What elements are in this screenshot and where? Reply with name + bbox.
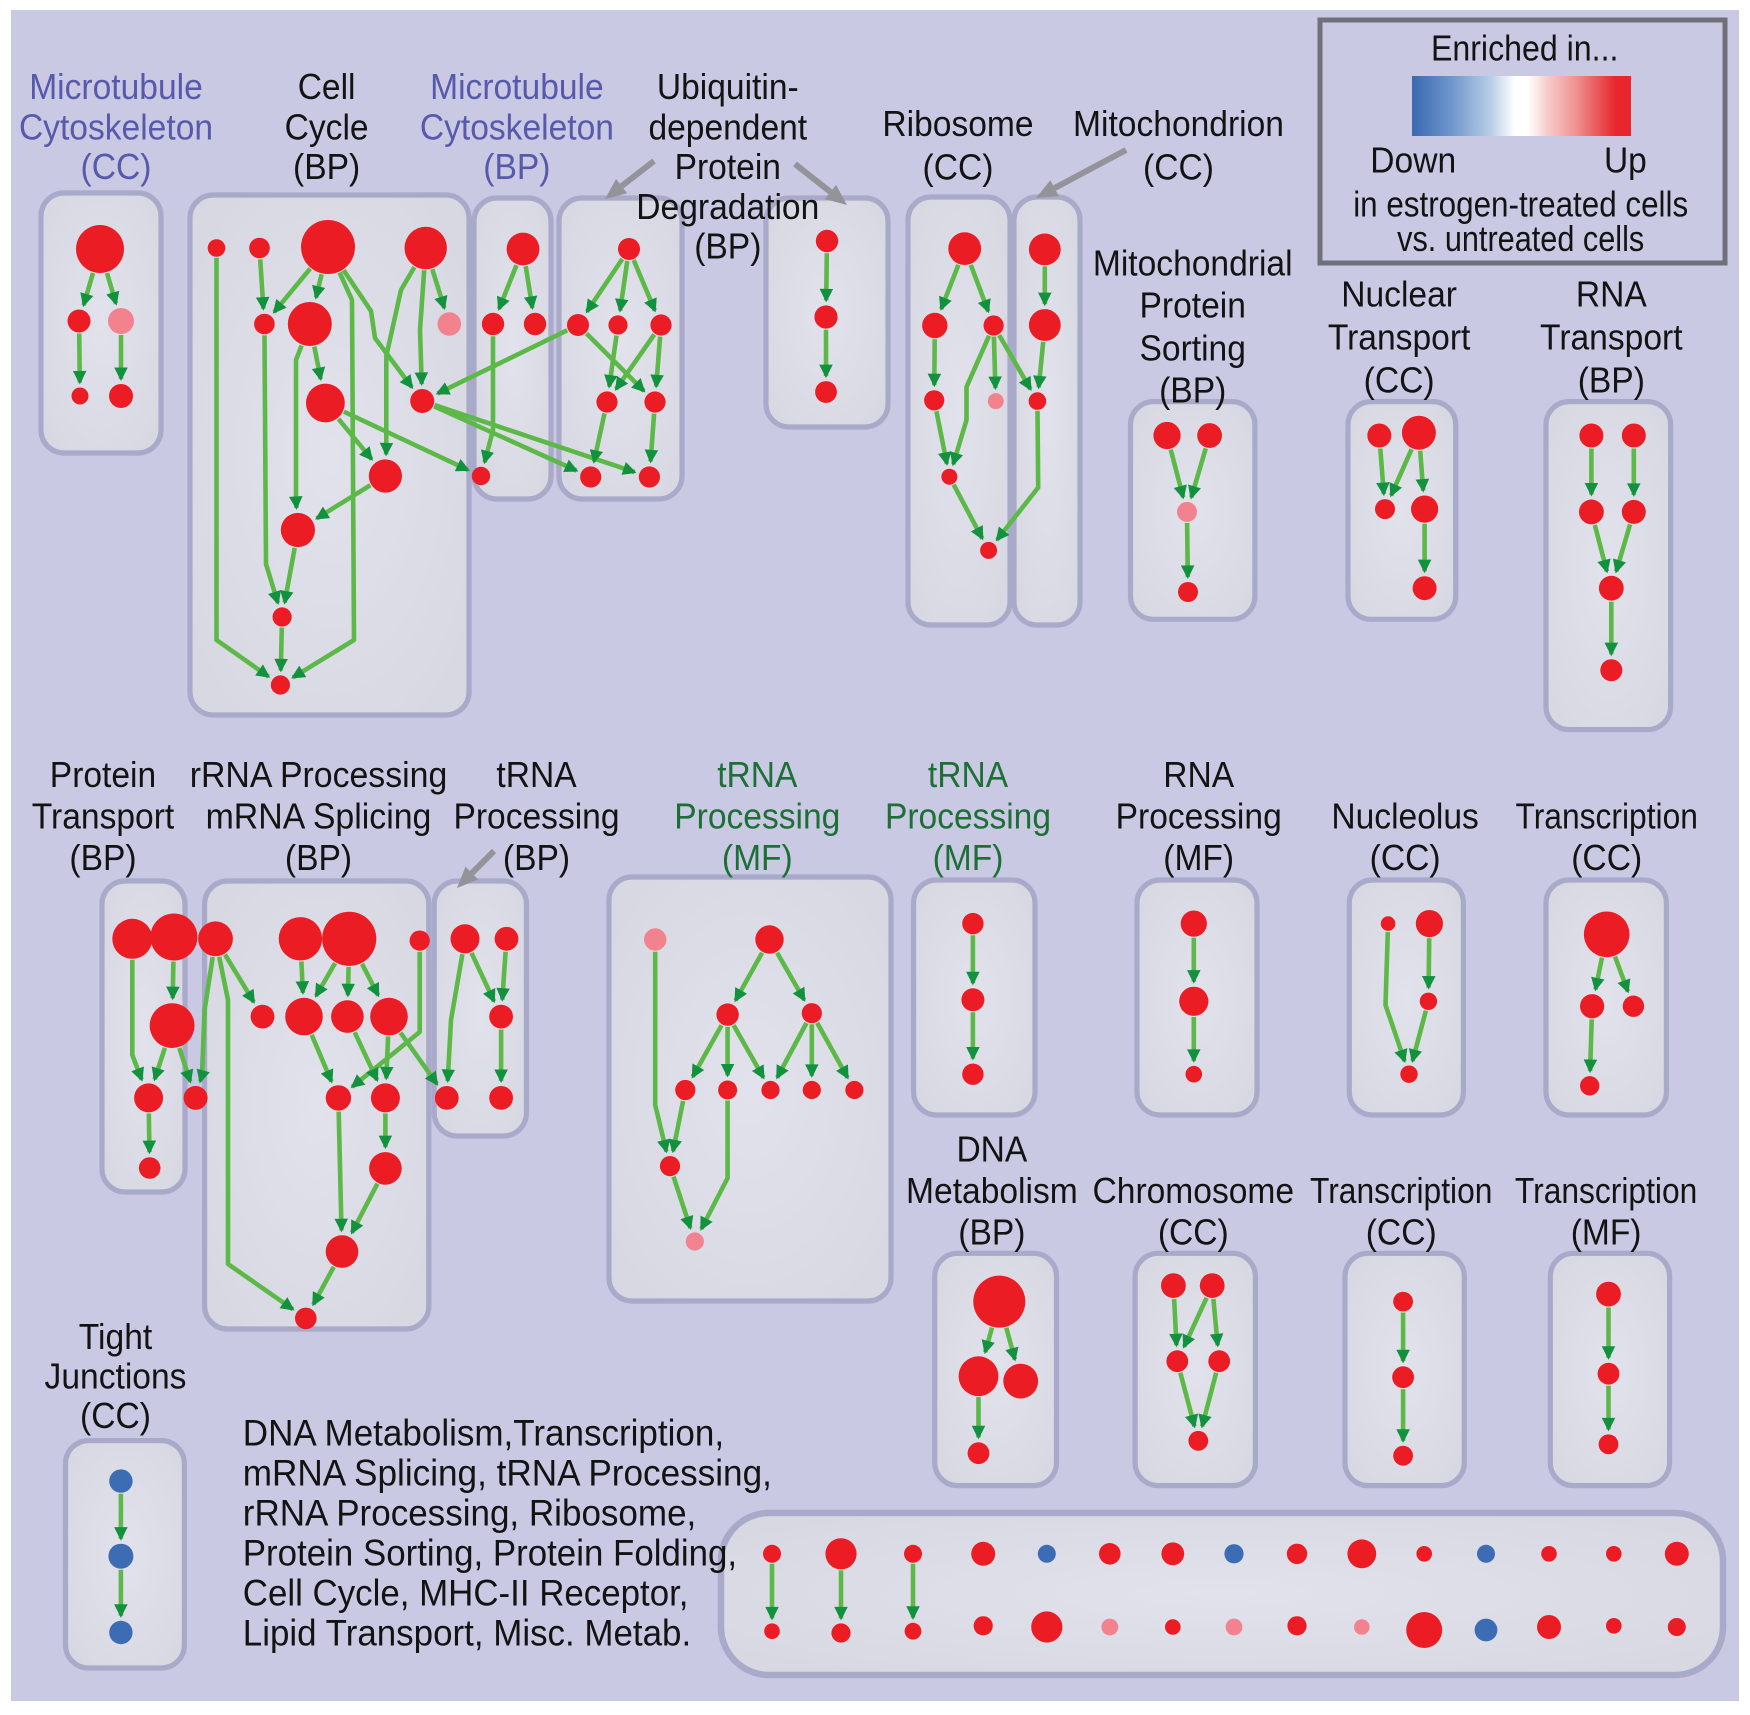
svg-text:Sorting: Sorting bbox=[1140, 328, 1246, 369]
svg-text:mRNA Splicing, tRNA Processing: mRNA Splicing, tRNA Processing, bbox=[243, 1451, 772, 1493]
svg-text:Up: Up bbox=[1604, 140, 1647, 181]
svg-text:Cell: Cell bbox=[298, 66, 356, 107]
svg-text:(BP): (BP) bbox=[694, 226, 761, 267]
svg-text:(CC): (CC) bbox=[1364, 360, 1435, 401]
svg-text:(BP): (BP) bbox=[958, 1212, 1025, 1253]
svg-text:dependent: dependent bbox=[648, 106, 807, 147]
svg-text:Transport: Transport bbox=[1328, 317, 1471, 358]
svg-text:(BP): (BP) bbox=[503, 837, 570, 878]
svg-text:Lipid Transport, Misc. Metab.: Lipid Transport, Misc. Metab. bbox=[243, 1612, 691, 1654]
svg-text:(CC): (CC) bbox=[81, 146, 152, 187]
svg-text:(CC): (CC) bbox=[1370, 837, 1441, 878]
svg-text:Cell Cycle, MHC-II Receptor,: Cell Cycle, MHC-II Receptor, bbox=[243, 1572, 689, 1614]
svg-text:DNA Metabolism,Transcription,: DNA Metabolism,Transcription, bbox=[243, 1411, 724, 1453]
svg-text:tRNA: tRNA bbox=[496, 754, 577, 795]
svg-text:Cytoskeleton: Cytoskeleton bbox=[420, 106, 614, 147]
svg-text:Microtubule: Microtubule bbox=[29, 66, 203, 107]
svg-text:Junctions: Junctions bbox=[45, 1355, 187, 1396]
svg-text:RNA: RNA bbox=[1576, 274, 1647, 315]
svg-text:(MF): (MF) bbox=[933, 837, 1004, 878]
svg-text:(MF): (MF) bbox=[1163, 837, 1234, 878]
svg-text:Metabolism: Metabolism bbox=[906, 1170, 1078, 1211]
svg-text:(BP): (BP) bbox=[1578, 360, 1645, 401]
svg-text:RNA: RNA bbox=[1163, 754, 1234, 795]
svg-text:in estrogen-treated cells: in estrogen-treated cells bbox=[1353, 183, 1688, 224]
svg-text:Processing: Processing bbox=[1116, 796, 1282, 837]
svg-text:Transport: Transport bbox=[32, 796, 175, 837]
svg-text:mRNA Splicing: mRNA Splicing bbox=[206, 796, 432, 837]
svg-text:Nuclear: Nuclear bbox=[1341, 274, 1457, 315]
svg-text:Down: Down bbox=[1370, 140, 1456, 181]
svg-text:Chromosome: Chromosome bbox=[1093, 1170, 1295, 1211]
svg-text:vs. untreated cells: vs. untreated cells bbox=[1397, 218, 1644, 259]
svg-text:rRNA Processing, Ribosome,: rRNA Processing, Ribosome, bbox=[243, 1491, 697, 1533]
svg-text:Transcription: Transcription bbox=[1310, 1170, 1492, 1211]
svg-text:(CC): (CC) bbox=[1158, 1212, 1229, 1253]
svg-text:tRNA: tRNA bbox=[928, 754, 1009, 795]
svg-text:Transcription: Transcription bbox=[1515, 1170, 1697, 1211]
svg-text:(BP): (BP) bbox=[483, 146, 550, 187]
svg-text:Degradation: Degradation bbox=[636, 186, 819, 227]
svg-text:(BP): (BP) bbox=[285, 837, 352, 878]
svg-text:Cytoskeleton: Cytoskeleton bbox=[19, 106, 213, 147]
svg-text:Processing: Processing bbox=[674, 796, 840, 837]
svg-text:DNA: DNA bbox=[956, 1128, 1027, 1169]
svg-text:Processing: Processing bbox=[453, 796, 619, 837]
svg-text:(CC): (CC) bbox=[1571, 837, 1642, 878]
svg-text:Processing: Processing bbox=[885, 796, 1051, 837]
svg-text:(BP): (BP) bbox=[1159, 370, 1226, 411]
svg-text:(CC): (CC) bbox=[80, 1395, 151, 1436]
svg-text:Transport: Transport bbox=[1540, 317, 1683, 358]
svg-text:Tight: Tight bbox=[79, 1316, 152, 1357]
svg-text:Protein Sorting, Protein Foldi: Protein Sorting, Protein Folding, bbox=[243, 1532, 737, 1574]
svg-text:(BP): (BP) bbox=[293, 146, 360, 187]
svg-text:(CC): (CC) bbox=[923, 146, 994, 187]
svg-text:Mitochondrion: Mitochondrion bbox=[1073, 103, 1284, 144]
svg-text:(BP): (BP) bbox=[69, 837, 136, 878]
svg-text:Transcription: Transcription bbox=[1516, 796, 1698, 837]
svg-text:Ubiquitin-: Ubiquitin- bbox=[657, 66, 799, 107]
svg-text:Nucleolus: Nucleolus bbox=[1331, 796, 1479, 837]
svg-text:rRNA Processing: rRNA Processing bbox=[190, 754, 448, 795]
svg-text:(CC): (CC) bbox=[1143, 146, 1214, 187]
svg-text:Cycle: Cycle bbox=[285, 106, 369, 147]
svg-text:Protein: Protein bbox=[675, 146, 781, 187]
svg-text:tRNA: tRNA bbox=[717, 754, 798, 795]
svg-text:Ribosome: Ribosome bbox=[882, 103, 1033, 144]
svg-text:Protein: Protein bbox=[50, 754, 156, 795]
svg-text:Protein: Protein bbox=[1140, 285, 1246, 326]
svg-text:(CC): (CC) bbox=[1366, 1212, 1437, 1253]
svg-text:(MF): (MF) bbox=[1571, 1212, 1642, 1253]
svg-text:Mitochondrial: Mitochondrial bbox=[1093, 243, 1293, 284]
svg-text:Enriched in...: Enriched in... bbox=[1431, 28, 1619, 69]
svg-text:(MF): (MF) bbox=[722, 837, 793, 878]
svg-text:Microtubule: Microtubule bbox=[430, 66, 604, 107]
